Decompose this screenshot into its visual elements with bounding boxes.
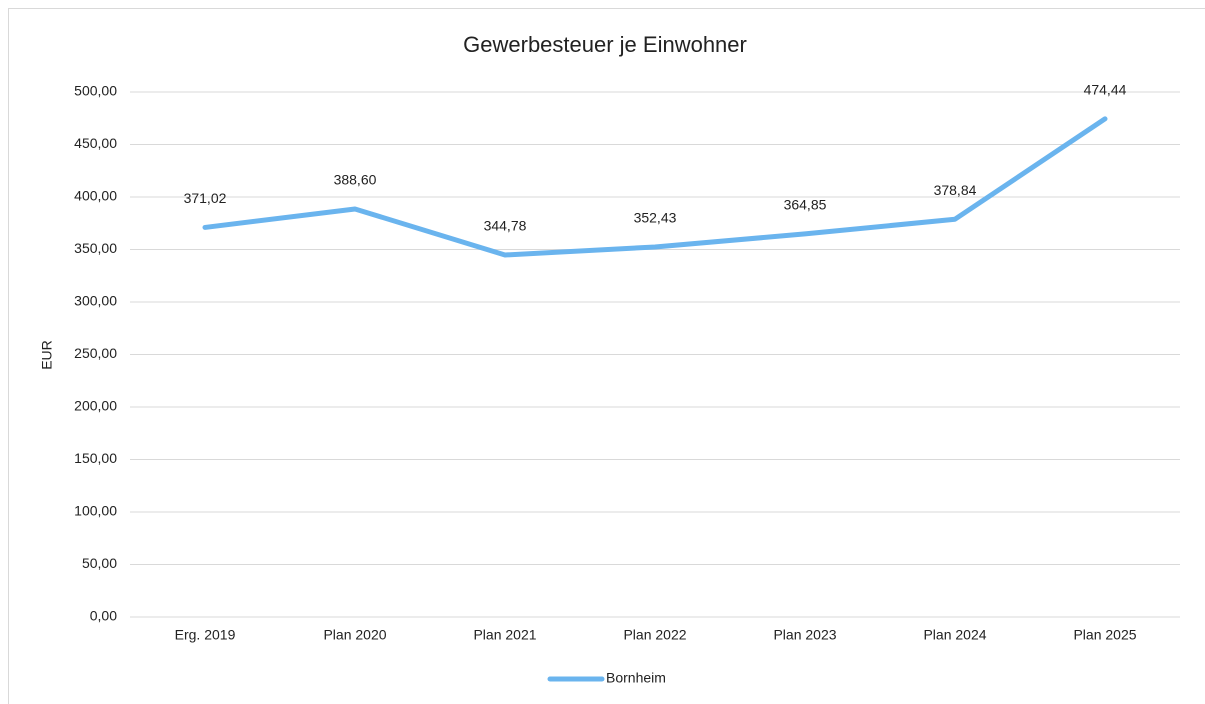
y-tick-label: 50,00 [82,555,117,571]
y-tick-label: 350,00 [74,240,117,256]
y-tick-label: 500,00 [74,83,117,99]
x-tick-label: Erg. 2019 [175,627,236,643]
data-label: 364,85 [784,197,827,213]
y-axis-label: EUR [39,340,55,370]
y-tick-label: 450,00 [74,135,117,151]
data-label: 378,84 [934,182,977,198]
chart-title: Gewerbesteuer je Einwohner [463,32,747,57]
y-tick-label: 300,00 [74,293,117,309]
data-label: 474,44 [1084,82,1127,98]
x-tick-label: Plan 2022 [623,627,686,643]
data-label: 388,60 [334,172,377,188]
x-tick-label: Plan 2025 [1073,627,1136,643]
x-tick-label: Plan 2021 [473,627,536,643]
x-tick-label: Plan 2023 [773,627,836,643]
legend-label: Bornheim [606,670,666,686]
y-tick-label: 200,00 [74,398,117,414]
line [202,116,1108,258]
x-tick-label: Plan 2020 [323,627,386,643]
data-label: 344,78 [484,218,527,234]
data-label: 371,02 [184,190,227,206]
y-tick-label: 250,00 [74,345,117,361]
y-tick-label: 150,00 [74,450,117,466]
y-tick-label: 100,00 [74,503,117,519]
data-label: 352,43 [634,210,677,226]
y-tick-label: 400,00 [74,188,117,204]
x-tick-label: Plan 2024 [923,627,986,643]
y-tick-label: 0,00 [90,608,117,624]
